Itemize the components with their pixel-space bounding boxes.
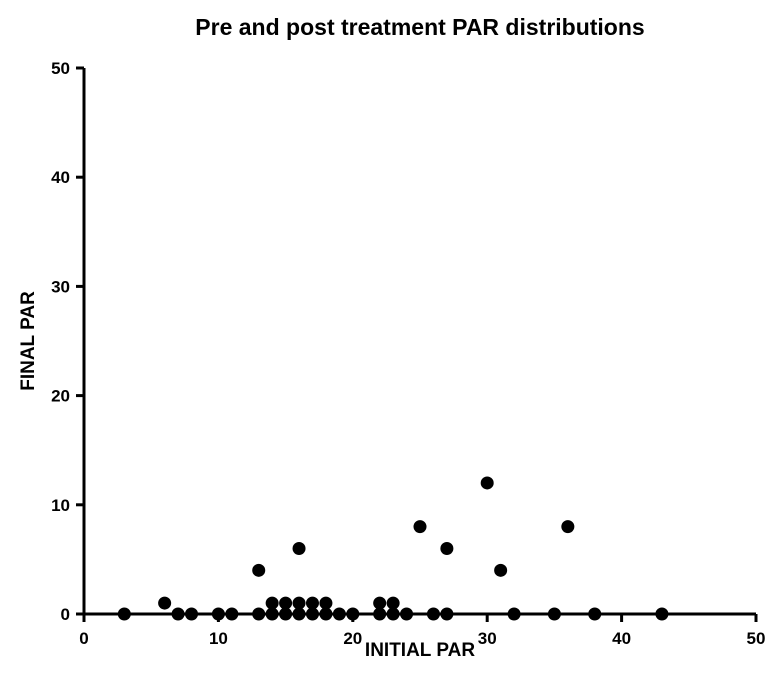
data-point [373,596,387,610]
data-point [305,596,319,610]
y-tick-label: 50 [51,59,70,78]
data-point [279,607,293,621]
data-point [305,607,319,621]
data-point [400,607,414,621]
data-point [265,607,279,621]
data-point [588,607,602,621]
data-point [494,563,508,577]
y-tick-label: 40 [51,168,70,187]
data-point [547,607,561,621]
data-point [292,541,306,555]
x-tick-label: 50 [747,629,766,648]
x-tick-label: 0 [79,629,88,648]
x-tick-label: 40 [612,629,631,648]
data-point [319,596,333,610]
y-tick-label: 20 [51,387,70,406]
x-axis-label: INITIAL PAR [365,640,475,661]
y-tick-label: 0 [61,605,70,624]
data-point [440,607,454,621]
data-point [413,520,427,534]
data-point [561,520,575,534]
data-point [386,596,400,610]
y-axis-label: FINAL PAR [18,291,39,391]
data-point [171,607,185,621]
data-point [265,596,279,610]
data-point [292,596,306,610]
data-point [319,607,333,621]
data-point [480,476,494,490]
chart-title: Pre and post treatment PAR distributions [195,14,644,40]
data-point [117,607,131,621]
y-axis: 0 10 20 30 40 50 [51,59,86,624]
y-tick-label: 30 [51,277,70,296]
data-point [426,607,440,621]
data-point [252,607,266,621]
data-point [211,607,225,621]
data-points [117,476,669,621]
data-point [386,607,400,621]
y-tick-label: 10 [51,496,70,515]
data-point [332,607,346,621]
data-point [507,607,521,621]
data-point [279,596,293,610]
x-tick-label: 30 [478,629,497,648]
x-tick-label: 10 [209,629,228,648]
data-point [252,563,266,577]
data-point [185,607,199,621]
data-point [292,607,306,621]
x-tick-label: 20 [343,629,362,648]
data-point [440,541,454,555]
data-point [346,607,360,621]
data-point [373,607,387,621]
data-point [655,607,669,621]
data-point [225,607,239,621]
data-point [158,596,172,610]
